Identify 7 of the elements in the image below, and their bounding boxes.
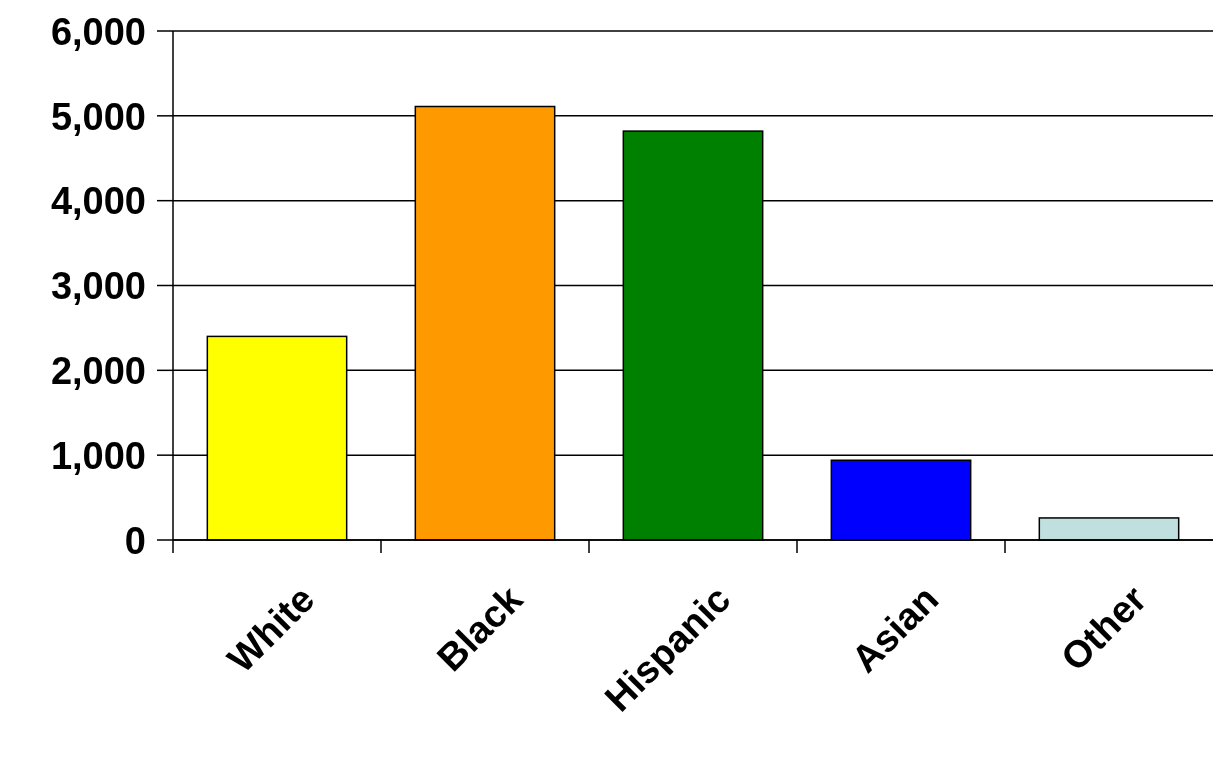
y-tick-label: 0 <box>124 519 146 562</box>
y-tick-label: 1,000 <box>50 434 146 477</box>
y-tick-label: 5,000 <box>50 95 146 138</box>
y-tick-label: 3,000 <box>50 265 146 308</box>
y-tick-label: 2,000 <box>50 350 146 393</box>
y-tick-label: 4,000 <box>50 180 146 223</box>
y-tick-label: 6,000 <box>50 10 146 53</box>
